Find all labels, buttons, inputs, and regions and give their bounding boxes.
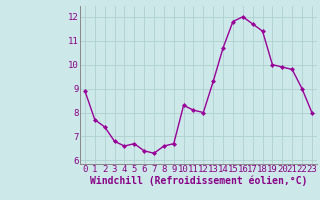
X-axis label: Windchill (Refroidissement éolien,°C): Windchill (Refroidissement éolien,°C) [90,176,307,186]
